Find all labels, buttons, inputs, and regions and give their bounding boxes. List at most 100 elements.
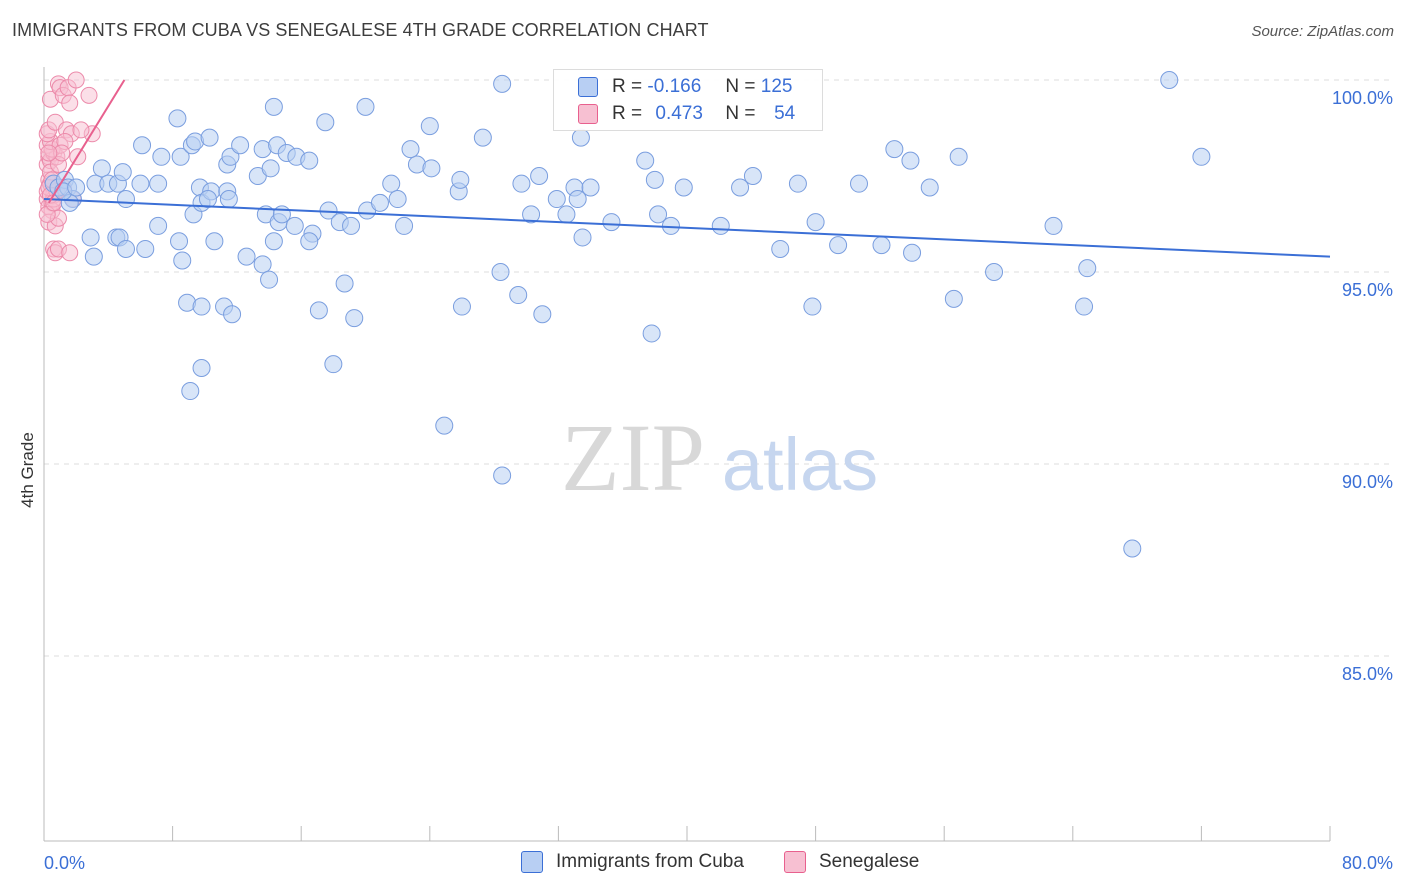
point-cuba-116 <box>885 140 904 159</box>
axes <box>43 67 1331 842</box>
point-cuba-64 <box>168 109 187 128</box>
trend-line-cuba <box>43 198 1331 258</box>
point-cuba-83 <box>223 305 242 324</box>
point-cuba-76 <box>264 232 283 251</box>
point-cuba-103 <box>674 178 693 197</box>
bottom-legend-cuba: Immigrants from Cuba <box>521 851 744 873</box>
point-cuba-121 <box>711 216 730 235</box>
point-cuba-112 <box>493 74 512 93</box>
y-tick-label-1: 95.0% <box>1342 280 1393 300</box>
bottom-legend-label-cuba: Immigrants from Cuba <box>556 851 744 872</box>
point-cuba-93 <box>533 305 552 324</box>
point-cuba-118 <box>920 178 939 197</box>
point-cuba-67 <box>356 97 375 116</box>
point-cuba-24 <box>173 251 192 270</box>
point-cuba-69 <box>420 117 439 136</box>
bottom-legend: Immigrants from Cuba Senegalese <box>0 851 1406 877</box>
point-cuba-124 <box>872 236 891 255</box>
point-cuba-60 <box>395 216 414 235</box>
point-cuba-134 <box>1192 147 1211 166</box>
legend-r-value: -0.166 <box>647 76 702 97</box>
x-tick-label-0: 0.0% <box>44 853 85 873</box>
watermark-zip: ZIP <box>561 404 705 511</box>
point-cuba-97 <box>530 167 549 185</box>
point-cuba-109 <box>743 167 762 185</box>
point-cuba-96 <box>512 174 531 193</box>
legend-n-label: N = <box>725 76 756 97</box>
point-cuba-31 <box>219 190 238 209</box>
point-cuba-88 <box>192 359 211 377</box>
y-tick-label-3: 85.0% <box>1342 664 1393 684</box>
point-cuba-16 <box>81 228 100 247</box>
point-cuba-125 <box>903 243 922 262</box>
point-cuba-110 <box>788 174 807 193</box>
point-senegalese-25 <box>80 86 98 104</box>
point-cuba-105 <box>557 205 576 224</box>
point-cuba-17 <box>84 247 103 266</box>
point-cuba-129 <box>1078 259 1097 278</box>
point-cuba-119 <box>949 147 968 166</box>
point-cuba-95 <box>803 297 822 316</box>
point-cuba-104 <box>522 205 541 224</box>
point-cuba-65 <box>264 97 283 116</box>
trend-line-senegalese <box>47 79 126 204</box>
legend-r-value: 0.473 <box>655 103 703 124</box>
point-cuba-101 <box>568 190 587 209</box>
point-cuba-81 <box>192 297 211 316</box>
point-cuba-86 <box>491 263 510 281</box>
point-cuba-127 <box>1075 297 1094 316</box>
point-cuba-99 <box>581 178 600 197</box>
point-cuba-111 <box>850 174 869 193</box>
bottom-legend-senegalese: Senegalese <box>784 851 919 873</box>
point-cuba-123 <box>829 236 848 255</box>
x-tick-label-1: 80.0% <box>1342 853 1393 873</box>
point-cuba-39 <box>221 147 240 166</box>
point-cuba-70 <box>473 128 492 147</box>
point-cuba-40 <box>231 136 250 155</box>
point-cuba-74 <box>253 255 272 274</box>
point-cuba-72 <box>205 232 224 251</box>
point-cuba-77 <box>300 232 319 251</box>
point-cuba-131 <box>1044 216 1063 235</box>
tick-labels: 100.0% 95.0% 90.0% 85.0% 0.0% 80.0% <box>44 88 1393 873</box>
point-cuba-34 <box>171 147 190 166</box>
bottom-legend-swatch-cuba <box>521 851 543 873</box>
bottom-legend-swatch-senegalese <box>784 851 806 873</box>
point-cuba-32 <box>133 136 152 155</box>
point-cuba-128 <box>985 263 1004 281</box>
point-cuba-71 <box>451 170 470 189</box>
point-cuba-33 <box>152 147 171 166</box>
series-immigrants-from-cuba <box>44 71 1211 558</box>
legend-r-label: R = <box>612 76 643 97</box>
legend-r-label: R = <box>612 103 643 124</box>
legend-n-value: 54 <box>774 103 796 124</box>
point-cuba-126 <box>944 289 963 308</box>
point-cuba-114 <box>636 151 655 170</box>
point-senegalese-36 <box>61 244 79 262</box>
point-cuba-87 <box>509 286 528 305</box>
point-cuba-51 <box>285 216 304 235</box>
point-cuba-130 <box>1123 539 1142 558</box>
point-cuba-79 <box>309 301 328 320</box>
point-cuba-29 <box>198 190 217 209</box>
point-cuba-108 <box>649 205 668 224</box>
point-cuba-43 <box>261 159 280 178</box>
point-cuba-20 <box>116 239 135 258</box>
point-cuba-92 <box>493 466 512 485</box>
point-cuba-55 <box>342 216 361 235</box>
point-senegalese-29 <box>72 121 90 139</box>
point-cuba-21 <box>136 239 155 258</box>
point-senegalese-52 <box>40 144 58 162</box>
point-cuba-102 <box>645 170 664 189</box>
chart-title: IMMIGRANTS FROM CUBA VS SENEGALESE 4TH G… <box>12 20 709 40</box>
point-cuba-73 <box>237 247 256 266</box>
legend-n-label: N = <box>725 103 756 124</box>
point-cuba-75 <box>260 270 279 289</box>
point-cuba-117 <box>901 151 920 170</box>
watermark-atlas: atlas <box>722 423 878 506</box>
point-cuba-115 <box>731 178 750 197</box>
point-cuba-47 <box>300 151 319 170</box>
point-cuba-107 <box>602 213 621 232</box>
trend-lines <box>43 79 1331 258</box>
